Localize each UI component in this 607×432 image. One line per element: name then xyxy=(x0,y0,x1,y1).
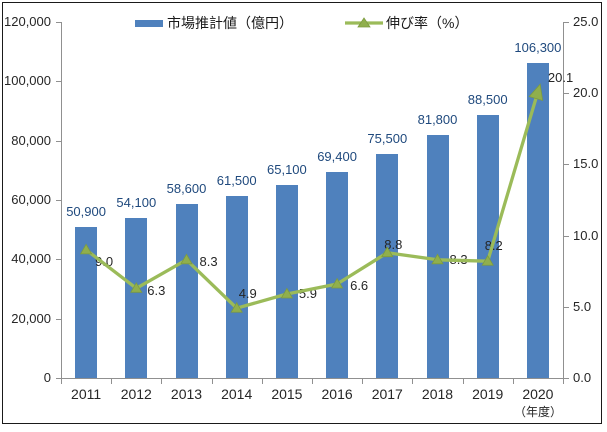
bar xyxy=(275,184,298,378)
x-axis-tick-label: 2020 xyxy=(522,386,554,402)
y-axis-right-tick xyxy=(564,164,569,166)
y-axis-right-tick xyxy=(564,93,569,95)
growth-point-label: 9.0 xyxy=(95,253,114,269)
bar-series-legend-label: 市場推計値（億円） xyxy=(167,15,293,31)
bar xyxy=(526,62,549,378)
y-axis-left-tick xyxy=(56,22,61,23)
y-axis-right-tick xyxy=(564,235,569,237)
y-axis-right-tick xyxy=(564,22,569,23)
growth-point-label: 6.3 xyxy=(147,283,166,299)
bar xyxy=(75,226,98,378)
x-axis-tick-label: 2015 xyxy=(271,386,303,402)
growth-point-label: 8.3 xyxy=(449,251,468,267)
bar-value-label: 81,800 xyxy=(417,112,458,128)
bar xyxy=(426,135,449,378)
y-axis-left-tick-label: 100,000 xyxy=(4,73,51,89)
y-axis-right-tick-label: 25.0 xyxy=(573,14,599,29)
bar-series-swatch xyxy=(135,19,163,27)
y-axis-left-tick xyxy=(56,318,61,320)
x-axis-tick xyxy=(61,379,62,384)
growth-point-label: 8.3 xyxy=(199,253,218,269)
line-series-legend-label: 伸び率（%） xyxy=(386,15,469,31)
x-axis-tick xyxy=(563,379,564,384)
legend-item-market-value: 市場推計値（億円） xyxy=(135,15,293,31)
y-axis-left-line xyxy=(61,22,62,378)
x-axis-tick xyxy=(412,379,414,384)
y-axis-left-tick-label: 0 xyxy=(43,370,51,385)
chart-border xyxy=(2,2,602,424)
bar-value-label: 88,500 xyxy=(467,92,508,108)
y-axis-right-tick-label: 5.0 xyxy=(573,298,592,314)
x-axis-unit-label: （年度） xyxy=(513,405,562,419)
bar-value-label: 65,100 xyxy=(267,161,307,177)
x-axis-tick-label: 2013 xyxy=(170,386,203,402)
y-axis-left-tick-label: 40,000 xyxy=(11,251,51,267)
y-axis-left-tick-label: 60,000 xyxy=(11,192,51,207)
bar-value-label: 106,300 xyxy=(514,39,562,55)
x-axis-tick xyxy=(312,379,313,384)
y-axis-left-tick xyxy=(56,378,61,379)
y-axis-left-tick-label: 120,000 xyxy=(4,14,51,29)
x-axis-tick xyxy=(512,379,514,384)
growth-point-label: 5.9 xyxy=(298,285,317,301)
x-axis-line xyxy=(61,378,564,379)
growth-point-label: 8.2 xyxy=(484,238,503,254)
x-axis-tick xyxy=(161,379,163,384)
growth-point-label: 4.9 xyxy=(238,286,257,302)
x-axis-tick xyxy=(462,379,464,384)
y-axis-left-tick-label: 80,000 xyxy=(11,132,51,148)
x-axis-tick-label: 2012 xyxy=(120,386,152,402)
y-axis-left-tick xyxy=(56,140,61,142)
y-axis-right-tick xyxy=(564,378,569,379)
y-axis-left-tick-label: 20,000 xyxy=(11,310,51,326)
y-axis-left-tick xyxy=(56,81,61,83)
x-axis-tick-label: 2011 xyxy=(71,386,102,402)
x-axis-tick-label: 2018 xyxy=(421,386,454,402)
bar-value-label: 54,100 xyxy=(116,194,157,210)
y-axis-right-tick-label: 20.0 xyxy=(573,85,599,101)
bar xyxy=(125,217,148,378)
growth-point-label: 8.8 xyxy=(384,236,403,252)
growth-point-label: 6.6 xyxy=(350,278,369,294)
bar-value-label: 75,500 xyxy=(367,131,408,147)
x-axis-tick-label: 2016 xyxy=(321,386,353,402)
bar xyxy=(326,172,349,378)
x-axis-tick xyxy=(362,379,364,384)
y-axis-right-tick-label: 15.0 xyxy=(573,156,599,172)
growth-point-label: 20.1 xyxy=(547,69,574,85)
bar xyxy=(376,154,399,378)
y-axis-left-tick xyxy=(56,200,61,201)
y-axis-right-tick-label: 0.0 xyxy=(573,370,592,385)
y-axis-right-line xyxy=(563,22,564,378)
x-axis-tick-label: 2017 xyxy=(371,386,403,402)
x-axis-tick-label: 2014 xyxy=(221,386,253,402)
x-axis-tick xyxy=(211,379,213,384)
y-axis-left-tick xyxy=(56,259,61,261)
x-axis-tick-label: 2019 xyxy=(472,386,504,402)
x-axis-tick xyxy=(261,379,263,384)
x-axis-tick xyxy=(111,379,113,384)
bar xyxy=(175,204,198,378)
bar-value-label: 69,400 xyxy=(317,149,357,165)
y-axis-right-tick-label: 10.0 xyxy=(573,227,599,243)
y-axis-right-tick xyxy=(564,306,569,308)
